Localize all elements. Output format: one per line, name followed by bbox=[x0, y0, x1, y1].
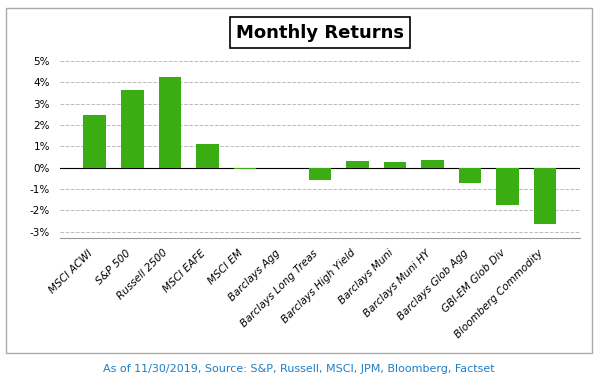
Bar bbox=[158, 76, 181, 168]
Bar bbox=[496, 168, 519, 205]
Bar bbox=[121, 90, 144, 168]
Title: Monthly Returns: Monthly Returns bbox=[236, 24, 404, 42]
Bar bbox=[346, 161, 369, 168]
Bar bbox=[534, 168, 556, 224]
Bar bbox=[459, 168, 481, 183]
Bar bbox=[421, 160, 444, 168]
Bar bbox=[196, 144, 219, 168]
Text: As of 11/30/2019, Source: S&P, Russell, MSCI, JPM, Bloomberg, Factset: As of 11/30/2019, Source: S&P, Russell, … bbox=[103, 364, 495, 374]
Bar bbox=[384, 162, 406, 168]
Bar bbox=[84, 116, 106, 168]
Bar bbox=[234, 168, 256, 169]
Bar bbox=[309, 168, 331, 180]
